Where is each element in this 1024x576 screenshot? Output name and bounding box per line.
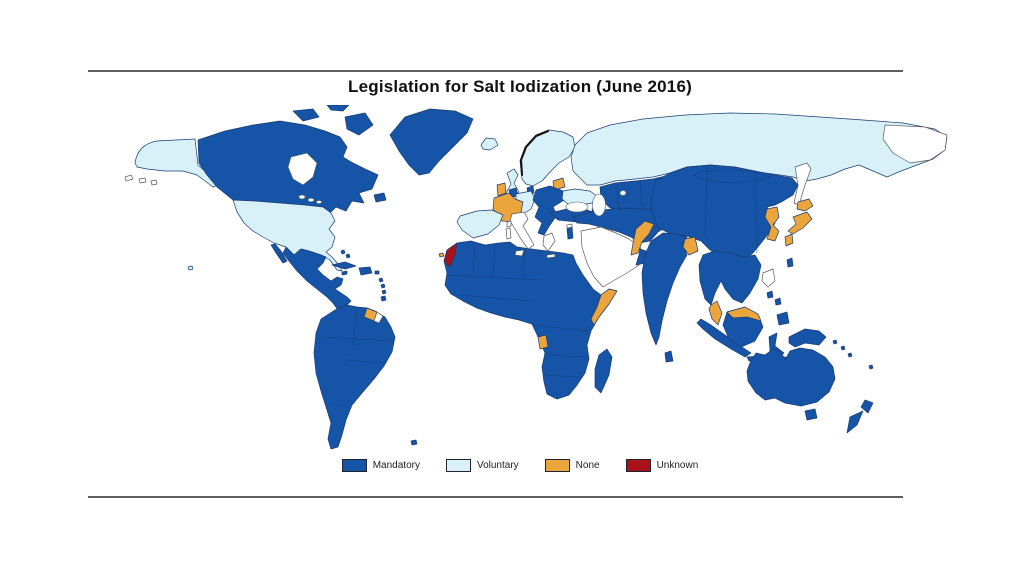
region-pakistan — [630, 220, 655, 256]
region-greece — [542, 232, 556, 252]
region-ellesmere-island — [326, 105, 350, 112]
bottom-divider — [88, 496, 903, 498]
region-russia — [570, 112, 948, 186]
region-jamaica — [341, 270, 348, 276]
region-philippines-south — [766, 290, 790, 326]
aral-sea — [619, 190, 627, 196]
region-hawaii — [187, 265, 194, 271]
great-lake-2 — [307, 197, 315, 203]
legend-item-unknown: Unknown — [625, 459, 699, 472]
region-kamchatka — [793, 162, 812, 206]
region-chukotka — [882, 124, 948, 164]
region-lesser-antilles — [378, 277, 387, 295]
black-sea — [565, 201, 589, 213]
region-falkland-islands — [410, 439, 418, 446]
region-south-america — [313, 304, 396, 450]
region-iberia — [456, 209, 504, 239]
region-new-guinea — [788, 328, 827, 348]
region-mexico-central-america — [282, 246, 352, 311]
legend-swatch-mandatory — [341, 459, 367, 472]
region-usa — [232, 199, 343, 272]
great-lake-1 — [298, 194, 306, 200]
region-corsica — [506, 220, 512, 228]
legend-swatch-voluntary — [445, 459, 471, 472]
legend-label-none: None — [575, 460, 600, 471]
region-saudi-arabia — [580, 226, 645, 288]
region-puerto-rico — [374, 270, 380, 275]
region-japan-honshu — [787, 211, 813, 235]
legend-item-voluntary: Voluntary — [445, 459, 519, 472]
region-bahamas — [340, 249, 351, 259]
legend-label-mandatory: Mandatory — [372, 460, 420, 471]
region-aleutian-specks — [124, 174, 158, 186]
region-australia — [746, 347, 836, 407]
legend-item-mandatory: Mandatory — [341, 459, 420, 472]
region-madagascar — [594, 348, 613, 394]
region-baffin-island — [344, 112, 374, 136]
country-border-lines — [322, 166, 771, 406]
region-hispaniola — [358, 266, 373, 276]
hudson-bay — [287, 152, 318, 186]
region-borneo-north-malaysia — [726, 306, 762, 322]
region-indochina — [698, 250, 762, 306]
region-ireland — [496, 182, 507, 197]
legend-item-none: None — [544, 459, 600, 472]
region-japan-hokkaido — [796, 198, 814, 212]
region-victoria-island — [292, 108, 320, 122]
map-legend: Mandatory Voluntary None Unknown — [95, 459, 945, 472]
region-taiwan — [786, 257, 794, 268]
region-japan-kyushu — [784, 233, 794, 247]
region-scandinavia — [519, 129, 576, 187]
region-sri-lanka — [664, 350, 674, 363]
region-new-zealand-north — [860, 399, 874, 414]
legend-label-voluntary: Voluntary — [476, 460, 519, 471]
region-canary-islands — [438, 252, 445, 258]
caspian-sea — [592, 193, 606, 217]
region-gabon — [537, 334, 549, 350]
region-malay-peninsula — [708, 300, 723, 326]
legend-swatch-unknown — [625, 459, 651, 472]
region-greenland — [389, 108, 474, 176]
region-tasmania — [804, 408, 818, 421]
region-italy — [509, 211, 535, 250]
region-india — [641, 232, 688, 346]
region-cuba — [331, 261, 357, 270]
region-israel-jordan — [566, 226, 574, 240]
top-divider — [88, 70, 903, 72]
region-sumatra — [696, 318, 752, 358]
legend-label-unknown: Unknown — [656, 460, 699, 471]
region-bangladesh — [682, 236, 699, 256]
region-alaska — [134, 138, 222, 188]
region-trinidad — [380, 295, 387, 302]
legend-swatch-none — [544, 459, 570, 472]
region-sicily — [514, 249, 525, 257]
region-newfoundland — [373, 192, 387, 203]
region-luzon — [761, 268, 776, 288]
region-iceland — [480, 137, 499, 151]
region-korea — [764, 206, 780, 242]
region-baja-california — [270, 243, 288, 264]
region-western-sahara — [443, 242, 458, 268]
region-pacific-island-specks — [832, 339, 874, 370]
region-ukraine — [561, 188, 599, 206]
region-crete — [546, 253, 556, 259]
region-new-zealand-south — [846, 410, 864, 434]
region-baltic-states — [552, 177, 566, 191]
world-map-svg — [124, 105, 948, 450]
great-lake-3 — [316, 200, 322, 204]
map-title: Legislation for Salt Iodization (June 20… — [348, 77, 692, 96]
scandinavia-mountain-ridge — [519, 129, 550, 177]
region-somalia — [590, 288, 618, 326]
region-sardinia — [505, 227, 512, 240]
world-map — [95, 105, 960, 460]
region-french-guiana — [373, 311, 384, 324]
